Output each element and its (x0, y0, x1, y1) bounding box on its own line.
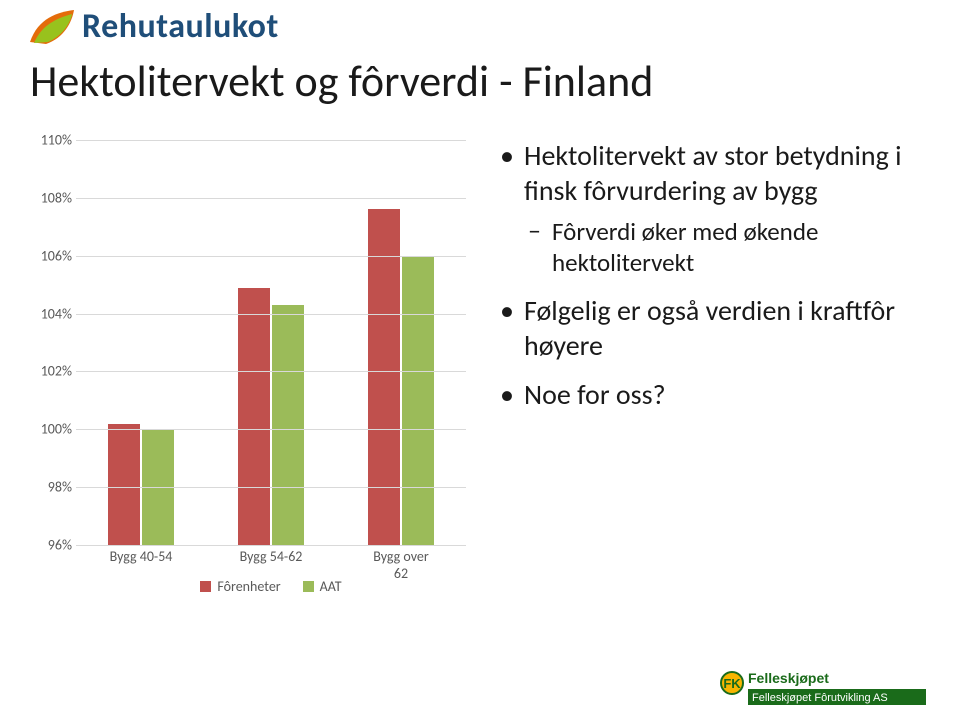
svg-text:FK: FK (723, 676, 741, 691)
bar-chart: 110%108%106%104%102%100%98%96% Bygg 40-5… (36, 140, 466, 610)
bullet-item: Hektolitervekt av stor betydning i finsk… (498, 138, 938, 279)
chart-ytick-label: 110% (34, 132, 72, 149)
chart-bar (402, 256, 434, 545)
chart-gridline (76, 198, 466, 199)
chart-bar (108, 424, 140, 546)
top-logo: Rehutaulukot (28, 6, 279, 47)
chart-ytick-label: 108% (34, 189, 72, 206)
legend-label: AAT (320, 578, 342, 595)
sub-bullet-item: Fôrverdi øker med økende hektolitervekt (524, 216, 938, 279)
chart-ytick-label: 100% (34, 421, 72, 438)
chart-ytick-label: 106% (34, 247, 72, 264)
chart-ytick-label: 98% (34, 479, 72, 496)
chart-legend-item: AAT (303, 578, 342, 595)
bullet-item: Følgelig er også verdien i kraftfôr høye… (498, 293, 938, 363)
chart-ytick-label: 104% (34, 305, 72, 322)
bullet-text: Hektolitervekt av stor betydning i finsk… (524, 138, 902, 208)
chart-xtick-label: Bygg 40-54 (110, 548, 173, 565)
page-title: Hektolitervekt og fôrverdi - Finland (30, 54, 653, 108)
chart-plot: 110%108%106%104%102%100%98%96% (36, 140, 466, 545)
chart-gridline (76, 545, 466, 546)
chart-bar (272, 305, 304, 545)
footer-logo: FK Felleskjøpet Felleskjøpet Fôrutviklin… (718, 669, 938, 716)
chart-plot-inner (76, 140, 466, 545)
slide: Rehutaulukot Hektolitervekt og fôrverdi … (0, 0, 960, 728)
legend-swatch (303, 581, 314, 592)
chart-legend-item: Fôrenheter (200, 578, 280, 595)
chart-gridline (76, 140, 466, 141)
top-logo-text: Rehutaulukot (82, 6, 279, 47)
chart-bar-group (238, 288, 304, 545)
svg-text:Felleskjøpet: Felleskjøpet (748, 670, 829, 686)
chart-legend: Fôrenheter AAT (76, 578, 466, 595)
bullet-text: Følgelig er også verdien i kraftfôr høye… (524, 293, 895, 363)
felleskjopet-logo-icon: FK Felleskjøpet Felleskjøpet Fôrutviklin… (718, 669, 938, 711)
chart-xtick-label: Bygg over 62 (369, 548, 434, 582)
leaf-icon (28, 8, 76, 46)
legend-swatch (200, 581, 211, 592)
chart-bar (368, 209, 400, 545)
bullet-list: Hektolitervekt av stor betydning i finsk… (498, 138, 938, 426)
chart-ytick-label: 96% (34, 537, 72, 554)
bullet-text: Fôrverdi øker med økende hektolitervekt (552, 216, 818, 278)
chart-gridline (76, 429, 466, 430)
chart-gridline (76, 487, 466, 488)
chart-ytick-label: 102% (34, 363, 72, 380)
chart-xaxis: Bygg 40-54Bygg 54-62Bygg over 62 (76, 548, 466, 568)
chart-gridline (76, 371, 466, 372)
bullet-text: Noe for oss? (524, 377, 666, 412)
chart-xtick-label: Bygg 54-62 (240, 548, 303, 565)
bullet-item: Noe for oss? (498, 377, 938, 412)
chart-gridline (76, 314, 466, 315)
chart-bar (238, 288, 270, 545)
chart-bar-group (368, 209, 434, 545)
chart-gridline (76, 256, 466, 257)
legend-label: Fôrenheter (217, 578, 280, 595)
chart-bar-group (108, 424, 174, 546)
footer-logo-text: Felleskjøpet Fôrutvikling AS (752, 692, 888, 704)
